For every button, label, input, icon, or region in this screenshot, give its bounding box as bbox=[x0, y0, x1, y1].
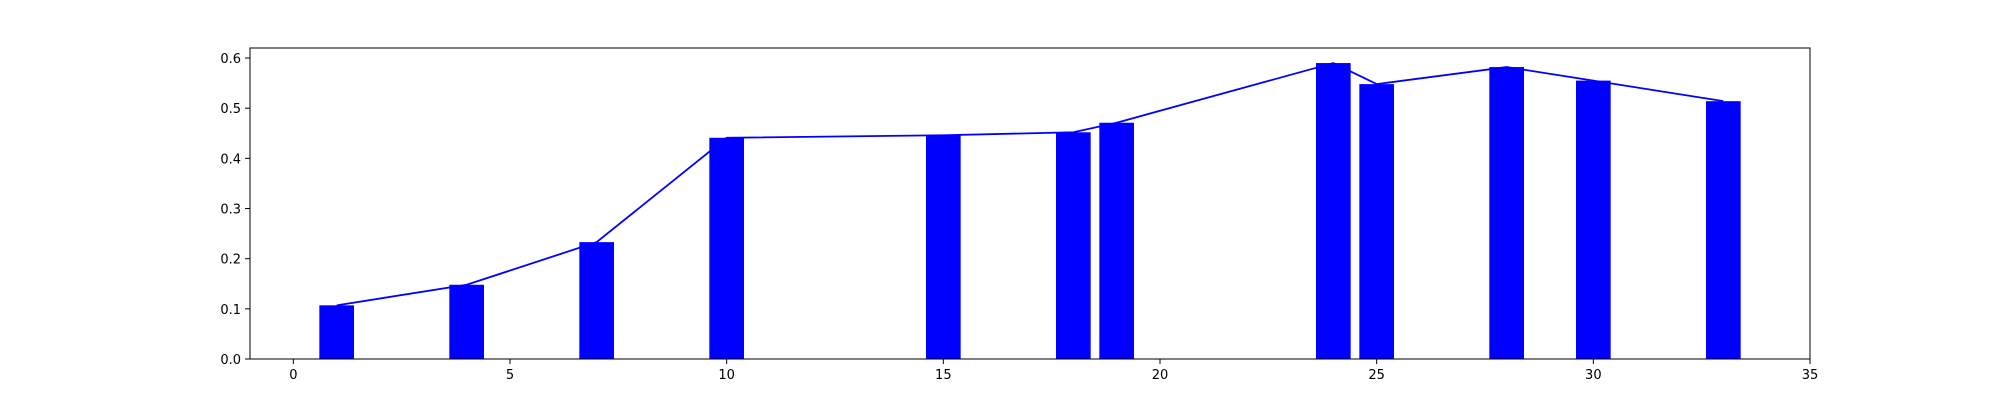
x-tick-label-6: 30 bbox=[1585, 368, 1602, 383]
y-tick-label-1: 0.1 bbox=[220, 303, 241, 318]
y-tick-label-4: 0.4 bbox=[220, 152, 241, 167]
bar-10 bbox=[1576, 80, 1611, 360]
trend-line bbox=[336, 62, 1724, 307]
x-tick-label-0: 0 bbox=[289, 368, 297, 383]
y-tick-label-2: 0.2 bbox=[220, 253, 241, 268]
trend-line-group bbox=[336, 62, 1724, 307]
bar-9 bbox=[1489, 67, 1524, 360]
bar-2 bbox=[579, 242, 614, 359]
bar-0 bbox=[319, 305, 354, 359]
x-tick-label-7: 35 bbox=[1802, 368, 1819, 383]
bar-6 bbox=[1099, 122, 1134, 359]
x-axis: 0 5 10 15 20 25 30 35 bbox=[289, 359, 1818, 383]
x-tick-label-3: 15 bbox=[935, 368, 952, 383]
x-tick-label-2: 10 bbox=[718, 368, 735, 383]
y-tick-label-6: 0.6 bbox=[220, 52, 241, 67]
bar-7 bbox=[1316, 63, 1351, 359]
x-tick-label-5: 25 bbox=[1368, 368, 1385, 383]
bar-5 bbox=[1056, 132, 1091, 359]
y-tick-label-5: 0.5 bbox=[220, 102, 241, 117]
plot-frame bbox=[249, 47, 1811, 360]
bar-8 bbox=[1359, 84, 1394, 360]
bar-4 bbox=[926, 135, 961, 359]
x-tick-label-4: 20 bbox=[1152, 368, 1169, 383]
x-tick-label-1: 5 bbox=[506, 368, 514, 383]
bars-group bbox=[319, 63, 1741, 360]
bar-1 bbox=[449, 284, 484, 359]
y-axis: 0.0 0.1 0.2 0.3 0.4 0.5 0.6 bbox=[220, 52, 250, 368]
y-tick-label-3: 0.3 bbox=[220, 203, 241, 218]
bar-3 bbox=[709, 137, 744, 359]
y-tick-label-0: 0.0 bbox=[220, 353, 241, 368]
bar-11 bbox=[1706, 101, 1741, 360]
